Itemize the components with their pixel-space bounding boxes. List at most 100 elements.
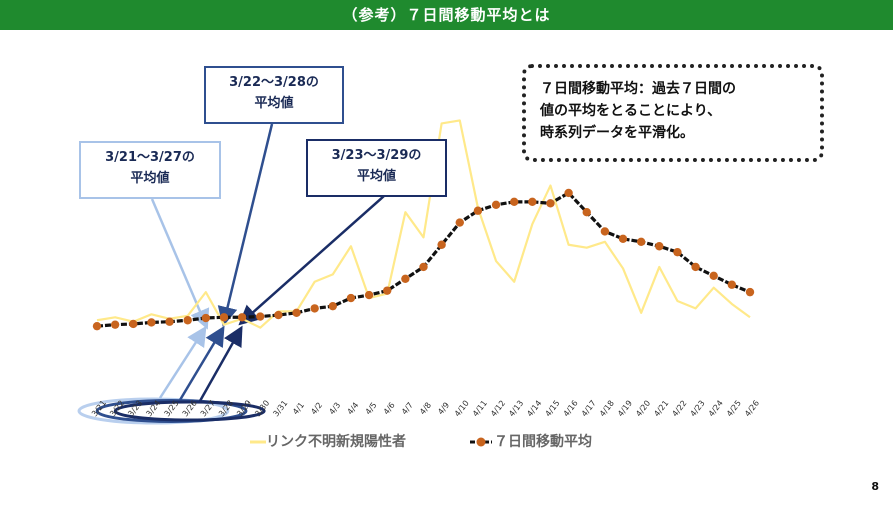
avg-point <box>129 319 138 329</box>
callout-3-23-3-29: 3/23～3/29の 平均値 <box>306 139 447 197</box>
raw-series-layer <box>96 119 751 329</box>
callout-3-22-3-28: 3/22～3/28の 平均値 <box>204 66 344 124</box>
raw-series-line <box>96 119 751 329</box>
x-tick-label: 4/5 <box>364 401 379 417</box>
callout-arrow <box>158 325 207 399</box>
explanation-note: ７日間移動平均：過去７日間の 値の平均をとることにより、 時系列データを平滑化。 <box>522 64 824 162</box>
avg-point <box>618 234 628 244</box>
avg-point <box>346 293 356 303</box>
avg-point <box>745 287 755 297</box>
x-tick-label: 4/15 <box>543 399 561 419</box>
note-line-1: ７日間移動平均：過去７日間の <box>540 81 736 97</box>
page-number: 8 <box>871 480 879 493</box>
avg-point <box>383 286 392 295</box>
x-tick-label: 4/8 <box>418 401 433 417</box>
avg-point <box>364 290 374 300</box>
x-tick-label: 3/30 <box>253 399 271 419</box>
avg-point <box>691 262 700 272</box>
avg-point <box>147 318 156 327</box>
x-tick-label: 4/9 <box>436 401 451 417</box>
avg-point <box>274 310 283 320</box>
avg-point <box>636 237 646 246</box>
callout-label: 平均値 <box>356 169 396 184</box>
x-tick-label: 4/24 <box>707 399 725 419</box>
callout-range: 3/22～3/28の <box>229 75 319 90</box>
callout-arrow <box>178 325 225 401</box>
avg-point <box>401 274 410 283</box>
x-tick-label: 4/19 <box>616 399 634 419</box>
x-tick-label: 3/31 <box>271 399 289 419</box>
avg-point <box>256 312 265 321</box>
avg-point <box>165 317 174 326</box>
avg-point <box>183 316 192 325</box>
window-ellipses <box>77 397 266 425</box>
avg-point <box>201 313 211 323</box>
avg-point <box>419 262 428 272</box>
avg-point <box>237 313 247 322</box>
x-tick-label: 4/2 <box>309 401 324 417</box>
avg-point <box>655 242 664 251</box>
avg-point <box>455 218 464 227</box>
window-ellipse <box>95 399 248 423</box>
avg-point <box>582 208 591 217</box>
legend-marks <box>250 437 492 447</box>
window-ellipse <box>113 400 266 422</box>
avg-point <box>310 304 319 313</box>
callout-arrows <box>150 123 385 402</box>
avg-point <box>509 197 519 207</box>
avg-point <box>564 188 573 198</box>
avg-point <box>600 227 610 236</box>
x-tick-label: 4/25 <box>725 399 743 419</box>
avg-point <box>292 308 301 318</box>
x-tick-label: 4/7 <box>400 401 415 417</box>
x-tick-label: 4/6 <box>382 401 397 417</box>
callout-arrow <box>238 195 385 326</box>
legend-avg-marker <box>476 437 486 447</box>
avg-point <box>473 206 483 215</box>
x-tick-label: 4/26 <box>743 399 761 419</box>
avg-point <box>528 197 537 207</box>
callout-range: 3/21～3/27の <box>105 150 195 165</box>
avg-point <box>727 280 737 289</box>
x-tick-label: 4/16 <box>562 399 580 419</box>
callout-range: 3/23～3/29の <box>331 148 422 163</box>
avg-series-layer <box>92 188 755 331</box>
slide-title: （参考）７日間移動平均とは <box>342 6 551 24</box>
legend-raw-label: リンク不明新規陽性者 <box>266 434 406 450</box>
x-tick-label: 4/21 <box>652 399 670 419</box>
x-tick-label: 4/23 <box>689 399 707 419</box>
window-ellipse <box>77 397 230 425</box>
x-tick-label: 4/3 <box>327 401 342 417</box>
x-tick-label: 4/4 <box>345 401 360 417</box>
callout-arrow <box>217 123 274 327</box>
avg-point <box>491 200 501 209</box>
callout-label: 平均値 <box>130 171 170 186</box>
avg-point <box>110 320 120 329</box>
avg-point <box>546 199 555 208</box>
avg-point <box>328 301 338 311</box>
legend-avg-label: ７日間移動平均 <box>494 434 592 450</box>
callout-3-21-3-27: 3/21～3/27の 平均値 <box>79 141 221 199</box>
x-tick-label: 4/12 <box>489 399 507 419</box>
avg-point <box>219 313 229 322</box>
avg-point <box>437 240 446 249</box>
avg-point <box>92 321 102 331</box>
slide-header: （参考）７日間移動平均とは <box>0 0 893 30</box>
x-tick-label: 4/13 <box>507 399 525 419</box>
note-line-3: 時系列データを平滑化。 <box>540 125 694 141</box>
x-tick-label: 4/20 <box>634 399 652 419</box>
callout-label: 平均値 <box>254 96 294 111</box>
chart-legend: リンク不明新規陽性者 ７日間移動平均 <box>248 431 668 455</box>
avg-point <box>673 247 682 257</box>
callout-arrow <box>150 198 210 330</box>
x-tick-label: 4/1 <box>291 401 306 417</box>
x-tick-label: 4/14 <box>525 399 543 419</box>
x-tick-label: 4/10 <box>453 399 471 419</box>
x-tick-label: 4/17 <box>580 399 598 419</box>
note-line-2: 値の平均をとることにより、 <box>540 103 722 119</box>
x-tick-label: 4/22 <box>670 399 688 419</box>
x-tick-label: 4/18 <box>598 399 616 419</box>
callout-arrow <box>198 325 243 402</box>
x-tick-label: 4/11 <box>471 399 489 419</box>
